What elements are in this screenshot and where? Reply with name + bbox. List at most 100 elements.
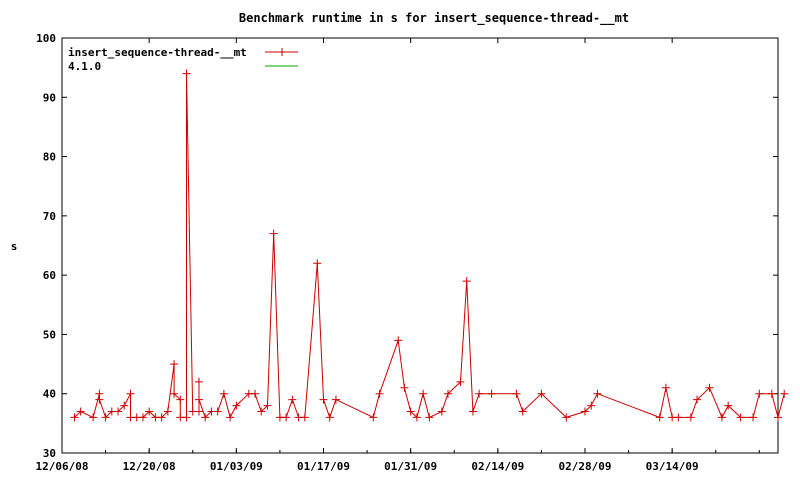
data-point bbox=[444, 389, 453, 398]
data-point bbox=[593, 389, 602, 398]
data-point bbox=[419, 389, 428, 398]
data-point bbox=[257, 407, 266, 416]
legend-label-1: 4.1.0 bbox=[68, 60, 101, 73]
y-axis: 30 40 50 60 70 80 90 100 bbox=[36, 32, 778, 460]
data-point bbox=[126, 389, 135, 398]
data-point bbox=[145, 407, 154, 416]
data-point bbox=[70, 413, 79, 422]
data-point bbox=[456, 377, 465, 386]
data-point bbox=[163, 407, 172, 416]
data-point bbox=[194, 407, 203, 416]
data-point bbox=[251, 389, 260, 398]
legend: insert_sequence-thread-__mt4.1.0 bbox=[68, 46, 298, 73]
data-point bbox=[300, 413, 309, 422]
data-point bbox=[76, 407, 85, 416]
data-point bbox=[406, 407, 415, 416]
data-point bbox=[182, 69, 191, 78]
data-point bbox=[226, 413, 235, 422]
data-point bbox=[562, 413, 571, 422]
x-tick-label: 01/31/09 bbox=[384, 460, 437, 473]
data-point bbox=[437, 407, 446, 416]
data-point bbox=[331, 395, 340, 404]
chart-title: Benchmark runtime in s for insert_sequen… bbox=[239, 11, 629, 26]
data-point bbox=[182, 413, 191, 422]
data-point bbox=[232, 401, 241, 410]
data-point bbox=[101, 413, 110, 422]
data-point bbox=[587, 401, 596, 410]
data-point bbox=[176, 395, 185, 404]
legend-marker-0 bbox=[278, 48, 286, 56]
x-tick-label: 01/03/09 bbox=[210, 460, 263, 473]
data-point bbox=[780, 389, 789, 398]
data-point bbox=[288, 395, 297, 404]
data-point bbox=[518, 407, 527, 416]
x-tick-label: 02/28/09 bbox=[558, 460, 611, 473]
x-tick-label: 03/14/09 bbox=[646, 460, 699, 473]
data-point bbox=[468, 407, 477, 416]
y-tick-label: 50 bbox=[43, 328, 56, 341]
data-point bbox=[170, 360, 179, 369]
x-axis: 12/06/08 12/20/08 01/03/09 01/17/09 01/31/09… bbox=[36, 38, 760, 473]
y-tick-label: 100 bbox=[36, 32, 56, 45]
data-point bbox=[749, 413, 758, 422]
data-point bbox=[487, 389, 496, 398]
y-tick-label: 90 bbox=[43, 91, 56, 104]
y-tick-label: 40 bbox=[43, 388, 56, 401]
x-tick-label: 12/06/08 bbox=[36, 460, 89, 473]
data-point bbox=[89, 413, 98, 422]
data-point bbox=[194, 377, 203, 386]
y-tick-label: 30 bbox=[43, 447, 56, 460]
data-point bbox=[767, 389, 776, 398]
data-point bbox=[114, 407, 123, 416]
data-point bbox=[319, 395, 328, 404]
data-point bbox=[425, 413, 434, 422]
data-point bbox=[462, 277, 471, 286]
data-point bbox=[724, 401, 733, 410]
data-point bbox=[655, 413, 664, 422]
data-point bbox=[194, 395, 203, 404]
data-point bbox=[219, 389, 228, 398]
data-point bbox=[394, 336, 403, 345]
data-point bbox=[213, 407, 222, 416]
data-point bbox=[282, 413, 291, 422]
data-point bbox=[736, 413, 745, 422]
data-point bbox=[705, 383, 714, 392]
x-tick-label: 12/20/08 bbox=[123, 460, 176, 473]
y-axis-label: s bbox=[11, 240, 18, 253]
x-tick-label: 02/14/09 bbox=[471, 460, 524, 473]
data-point bbox=[269, 229, 278, 238]
data-point bbox=[313, 259, 322, 268]
data-point bbox=[661, 383, 670, 392]
data-point bbox=[120, 401, 129, 410]
data-point bbox=[774, 413, 782, 422]
data-point bbox=[263, 401, 272, 410]
legend-label-0: insert_sequence-thread-__mt bbox=[68, 46, 247, 59]
data-point bbox=[475, 389, 484, 398]
data-point bbox=[717, 413, 726, 422]
data-point bbox=[95, 395, 104, 404]
series-layer bbox=[70, 69, 789, 422]
data-point bbox=[157, 413, 166, 422]
y-tick-label: 80 bbox=[43, 151, 56, 164]
data-point bbox=[512, 389, 521, 398]
data-point bbox=[693, 395, 702, 404]
data-point bbox=[674, 413, 683, 422]
series-line-0 bbox=[74, 73, 785, 420]
data-point bbox=[755, 389, 764, 398]
y-tick-label: 70 bbox=[43, 210, 56, 223]
data-point bbox=[325, 413, 334, 422]
plot-frame bbox=[61, 37, 779, 454]
x-tick-label: 01/17/09 bbox=[297, 460, 350, 473]
data-point bbox=[170, 389, 179, 398]
data-point bbox=[412, 413, 421, 422]
y-tick-label: 60 bbox=[43, 269, 56, 282]
data-point bbox=[400, 383, 409, 392]
data-point bbox=[580, 407, 589, 416]
data-point bbox=[686, 413, 695, 422]
data-point bbox=[375, 389, 384, 398]
data-point bbox=[369, 413, 378, 422]
data-point bbox=[537, 389, 546, 398]
data-point bbox=[138, 413, 147, 422]
data-point bbox=[201, 413, 210, 422]
